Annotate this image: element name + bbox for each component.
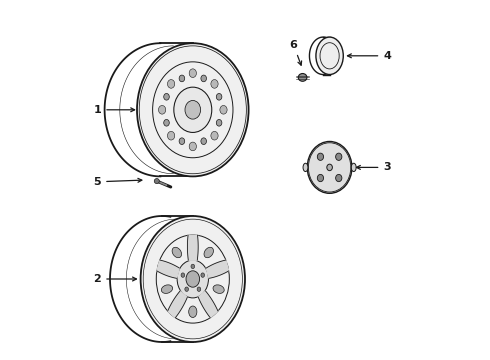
Ellipse shape bbox=[201, 75, 206, 82]
Ellipse shape bbox=[168, 131, 175, 140]
Ellipse shape bbox=[303, 163, 308, 172]
Ellipse shape bbox=[191, 264, 195, 269]
Ellipse shape bbox=[177, 260, 208, 298]
Ellipse shape bbox=[189, 306, 197, 318]
Ellipse shape bbox=[141, 216, 245, 342]
Text: 1: 1 bbox=[94, 105, 135, 115]
Ellipse shape bbox=[204, 247, 214, 258]
Ellipse shape bbox=[174, 87, 212, 132]
Ellipse shape bbox=[168, 80, 175, 88]
Polygon shape bbox=[168, 291, 187, 318]
Ellipse shape bbox=[307, 141, 352, 193]
Text: 3: 3 bbox=[356, 162, 391, 172]
Ellipse shape bbox=[211, 131, 218, 140]
Ellipse shape bbox=[161, 285, 172, 293]
Ellipse shape bbox=[189, 142, 196, 151]
Ellipse shape bbox=[211, 80, 218, 88]
Ellipse shape bbox=[185, 100, 200, 119]
Text: 2: 2 bbox=[94, 274, 136, 284]
Ellipse shape bbox=[318, 174, 323, 182]
Ellipse shape bbox=[164, 94, 170, 100]
Ellipse shape bbox=[336, 153, 342, 161]
Text: 5: 5 bbox=[94, 177, 142, 187]
Text: 6: 6 bbox=[290, 40, 302, 65]
Ellipse shape bbox=[316, 37, 343, 75]
Ellipse shape bbox=[336, 174, 342, 182]
Ellipse shape bbox=[216, 120, 222, 126]
Ellipse shape bbox=[318, 153, 323, 161]
Ellipse shape bbox=[181, 273, 185, 277]
Ellipse shape bbox=[197, 287, 201, 291]
Ellipse shape bbox=[154, 179, 159, 184]
Ellipse shape bbox=[158, 105, 166, 114]
Ellipse shape bbox=[201, 273, 204, 277]
Ellipse shape bbox=[220, 105, 227, 114]
Ellipse shape bbox=[213, 285, 224, 293]
Ellipse shape bbox=[186, 271, 199, 287]
Ellipse shape bbox=[189, 69, 196, 77]
Ellipse shape bbox=[179, 75, 185, 82]
Text: 4: 4 bbox=[347, 51, 391, 61]
Ellipse shape bbox=[298, 73, 307, 81]
Ellipse shape bbox=[172, 247, 182, 258]
Polygon shape bbox=[188, 235, 198, 260]
Ellipse shape bbox=[327, 164, 332, 171]
Ellipse shape bbox=[164, 120, 170, 126]
Ellipse shape bbox=[185, 287, 189, 291]
Polygon shape bbox=[157, 260, 179, 278]
Ellipse shape bbox=[179, 138, 185, 144]
Ellipse shape bbox=[351, 163, 356, 172]
Polygon shape bbox=[206, 260, 229, 278]
Ellipse shape bbox=[201, 138, 206, 144]
Ellipse shape bbox=[137, 43, 248, 176]
Polygon shape bbox=[198, 291, 218, 318]
Ellipse shape bbox=[216, 94, 222, 100]
